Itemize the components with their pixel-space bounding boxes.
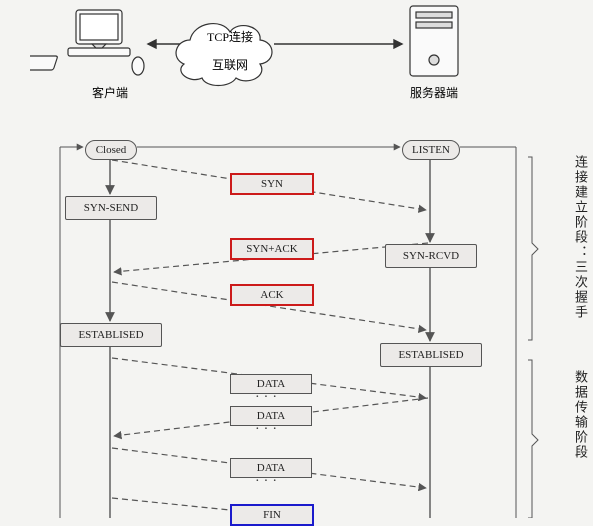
- phase-label-1: 连接建立阶段：三次握手: [574, 155, 587, 345]
- ellipsis-1: ···: [255, 390, 281, 406]
- msg-fin: FIN: [230, 504, 314, 526]
- state-established-client: ESTABLISED: [60, 323, 162, 347]
- state-established-server: ESTABLISED: [380, 343, 482, 367]
- phase-label-2: 数据传输阶段: [574, 370, 587, 520]
- diagram-stage: TCP连接 互联网 客户端 服务器端: [30, 0, 560, 518]
- state-syn-rcvd: SYN-RCVD: [385, 244, 477, 268]
- ellipsis-2: ···: [255, 422, 281, 438]
- ellipsis-3: ···: [255, 474, 281, 490]
- msg-ack: ACK: [230, 284, 314, 306]
- msg-synack: SYN+ACK: [230, 238, 314, 260]
- state-syn-send: SYN-SEND: [65, 196, 157, 220]
- msg-syn: SYN: [230, 173, 314, 195]
- state-closed: Closed: [85, 140, 137, 160]
- state-listen: LISTEN: [402, 140, 460, 160]
